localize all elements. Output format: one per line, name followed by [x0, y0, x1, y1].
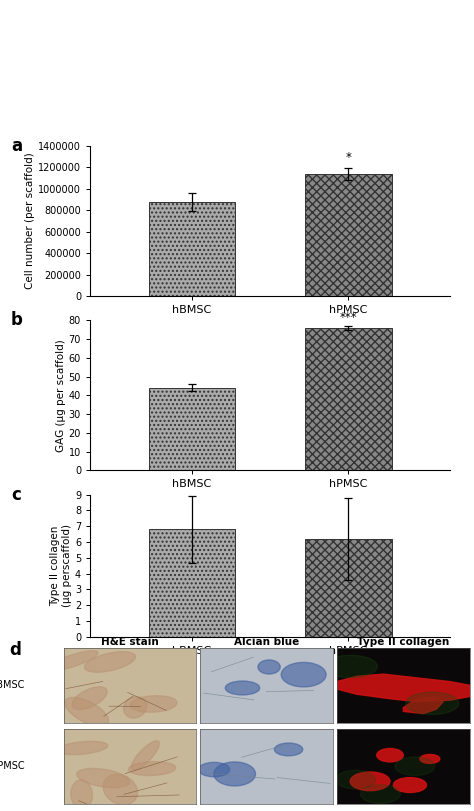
- Ellipse shape: [324, 655, 377, 678]
- Ellipse shape: [281, 663, 326, 687]
- Ellipse shape: [274, 743, 303, 756]
- Title: H&E stain: H&E stain: [101, 637, 159, 647]
- Ellipse shape: [361, 785, 401, 804]
- Text: d: d: [9, 641, 21, 659]
- Text: c: c: [11, 486, 21, 504]
- Y-axis label: GAG (µg per scaffold): GAG (µg per scaffold): [56, 339, 66, 452]
- Ellipse shape: [350, 772, 390, 791]
- Ellipse shape: [130, 696, 177, 712]
- Bar: [305, 539, 392, 637]
- Ellipse shape: [72, 687, 107, 710]
- Ellipse shape: [103, 775, 137, 805]
- Y-axis label: hBMSC: hBMSC: [0, 680, 25, 690]
- Ellipse shape: [47, 650, 98, 671]
- Bar: [149, 388, 235, 470]
- Ellipse shape: [395, 757, 435, 775]
- Ellipse shape: [57, 741, 108, 755]
- Ellipse shape: [71, 780, 92, 809]
- Bar: [149, 530, 235, 637]
- Y-axis label: hPMSC: hPMSC: [0, 762, 25, 771]
- Y-axis label: Type II collagen
(µg perscaffold): Type II collagen (µg perscaffold): [50, 524, 72, 607]
- Ellipse shape: [214, 762, 255, 786]
- Ellipse shape: [199, 762, 229, 777]
- Text: *: *: [346, 151, 351, 164]
- Text: a: a: [11, 137, 22, 155]
- Polygon shape: [337, 674, 470, 702]
- Text: ***: ***: [340, 311, 357, 324]
- Ellipse shape: [131, 740, 159, 770]
- Y-axis label: Cell number (per scaffold): Cell number (per scaffold): [25, 152, 35, 290]
- Ellipse shape: [128, 762, 176, 775]
- Ellipse shape: [77, 768, 130, 787]
- Ellipse shape: [225, 681, 260, 695]
- Ellipse shape: [393, 778, 427, 792]
- Bar: [305, 174, 392, 296]
- Ellipse shape: [258, 660, 280, 674]
- Text: b: b: [11, 311, 23, 329]
- Ellipse shape: [420, 754, 440, 763]
- Ellipse shape: [377, 749, 403, 762]
- Ellipse shape: [65, 697, 109, 727]
- Ellipse shape: [124, 697, 147, 718]
- Ellipse shape: [336, 770, 375, 789]
- Polygon shape: [403, 697, 443, 714]
- Bar: [305, 328, 392, 470]
- Title: Type II collagen: Type II collagen: [357, 637, 449, 647]
- Ellipse shape: [406, 692, 459, 714]
- Bar: [149, 202, 235, 296]
- Ellipse shape: [84, 651, 136, 672]
- Title: Alcian blue: Alcian blue: [234, 637, 299, 647]
